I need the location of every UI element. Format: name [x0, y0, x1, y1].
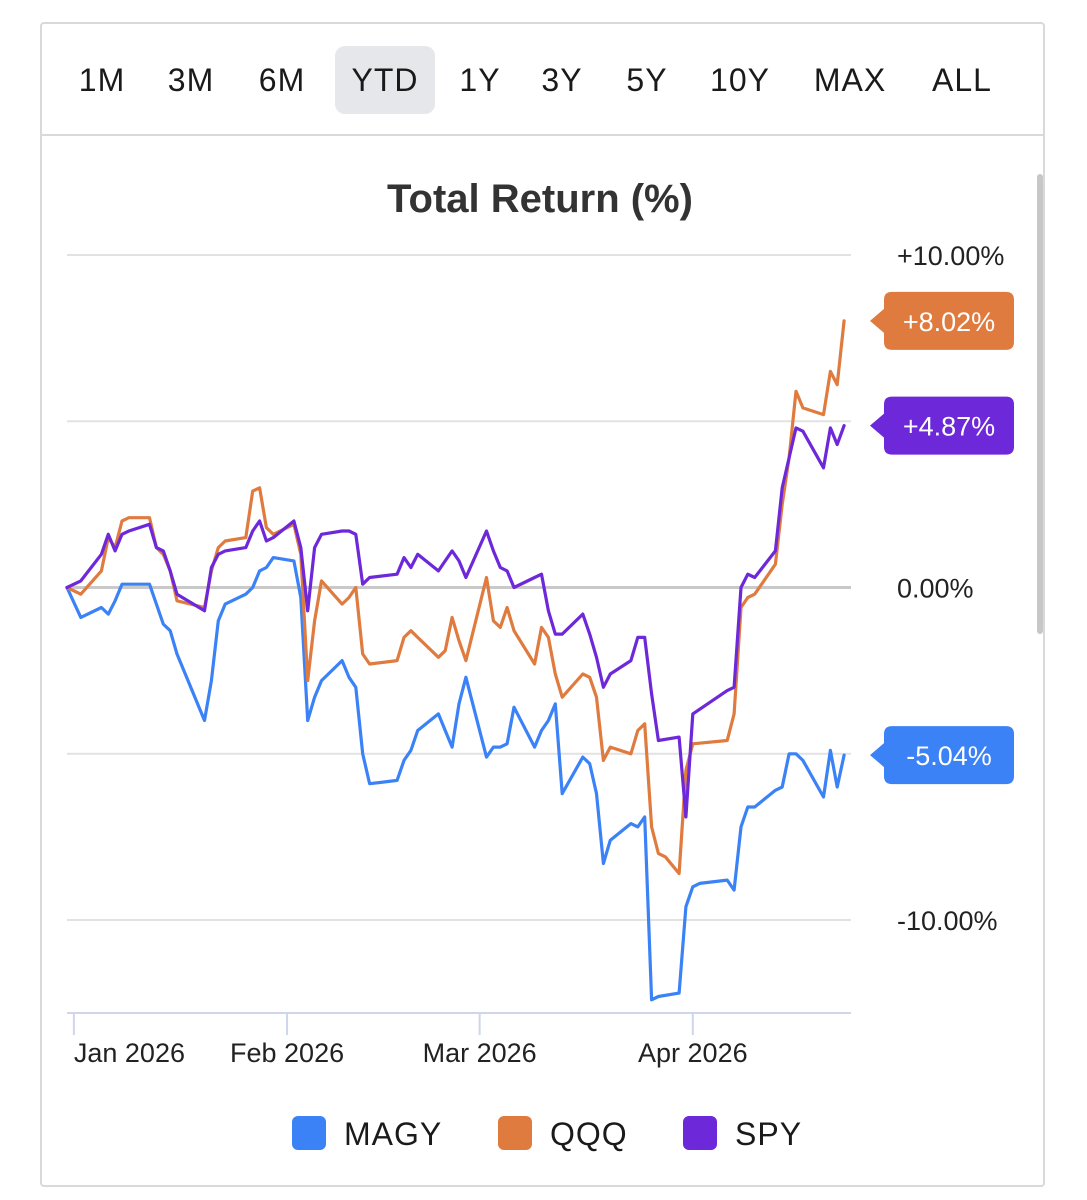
badge-value: +4.87% — [903, 412, 995, 442]
x-tick-label: Feb 2026 — [230, 1038, 344, 1068]
end-value-badges: -5.04% +8.02% +4.87% — [870, 291, 1014, 785]
x-tick-label: Jan 2026 — [74, 1038, 185, 1068]
y-tick-label: -10.00% — [897, 906, 998, 936]
range-button-5y[interactable]: 5Y — [626, 62, 668, 98]
legend-item-magy[interactable]: MAGY — [292, 1116, 442, 1152]
legend-item-spy[interactable]: SPY — [683, 1116, 802, 1152]
range-button-6m[interactable]: 6M — [258, 62, 306, 98]
range-button-3m[interactable]: 3M — [167, 62, 215, 98]
range-button-all[interactable]: ALL — [932, 62, 992, 98]
legend-label: MAGY — [344, 1116, 442, 1152]
badge-shape — [870, 291, 1014, 350]
series-line-magy — [65, 556, 846, 1002]
scrollbar[interactable] — [1037, 174, 1043, 634]
badge-shape — [870, 396, 1014, 455]
range-button-3y[interactable]: 3Y — [541, 62, 583, 98]
badge-value: -5.04% — [906, 741, 992, 771]
legend-item-qqq[interactable]: QQQ — [498, 1116, 628, 1152]
x-tick-label: Apr 2026 — [638, 1038, 748, 1068]
y-tick-label: +10.00% — [897, 241, 1004, 271]
y-axis-labels: +10.00% 0.00% -10.00% — [897, 241, 1004, 936]
end-badge-qqq: +8.02% — [870, 291, 1014, 350]
legend: MAGY QQQ SPY — [292, 1116, 802, 1152]
legend-swatch — [292, 1116, 326, 1150]
x-tick-label: Mar 2026 — [423, 1038, 537, 1068]
range-button-max[interactable]: MAX — [813, 62, 887, 98]
range-button-1m[interactable]: 1M — [78, 62, 126, 98]
range-button-ytd[interactable]: YTD — [335, 46, 435, 114]
chart-title: Total Return (%) — [387, 177, 693, 221]
end-badge-spy: +4.87% — [870, 396, 1014, 455]
range-button-1y[interactable]: 1Y — [459, 62, 501, 98]
gridlines — [67, 254, 851, 921]
series-lines — [65, 319, 846, 1002]
chart-card: 1M 3M 6M YTD 1Y 3Y 5Y 10Y MAX ALL — [40, 22, 1045, 1187]
badge-value: +8.02% — [903, 307, 995, 337]
end-badge-magy: -5.04% — [870, 726, 1014, 785]
legend-swatch — [498, 1116, 532, 1150]
legend-label: SPY — [735, 1116, 802, 1152]
legend-label: QQQ — [550, 1116, 628, 1152]
badge-shape — [870, 726, 1014, 785]
y-tick-label: 0.00% — [897, 574, 974, 604]
time-range-selector: 1M 3M 6M YTD 1Y 3Y 5Y 10Y MAX ALL — [42, 24, 1043, 136]
x-axis: Jan 2026 Feb 2026 Mar 2026 Apr 2026 — [67, 1012, 851, 1068]
legend-swatch — [683, 1116, 717, 1150]
range-button-10y[interactable]: 10Y — [710, 62, 770, 98]
series-line-spy — [65, 424, 846, 819]
